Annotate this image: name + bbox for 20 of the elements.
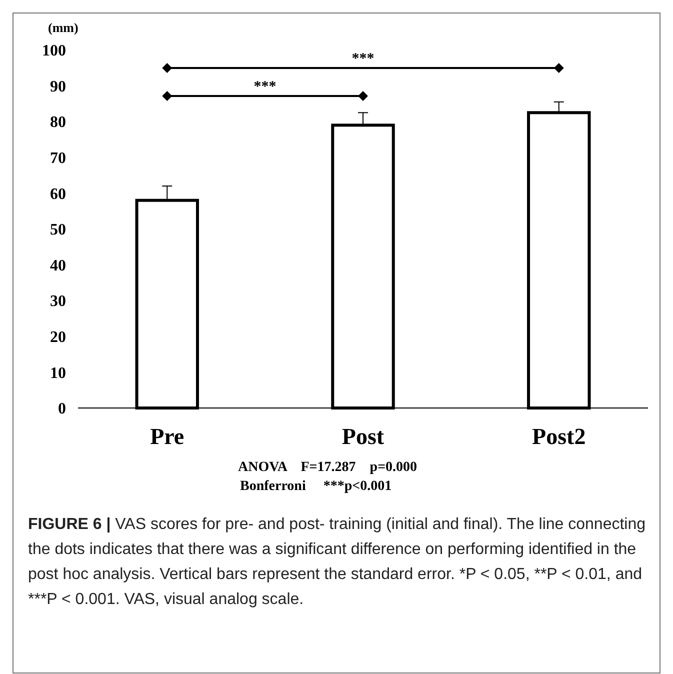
y-tick-label: 0 — [58, 400, 66, 418]
x-tick-label: Post2 — [532, 424, 586, 449]
x-tick-label: Pre — [150, 424, 184, 449]
y-tick-label: 10 — [50, 364, 66, 382]
y-tick-label: 90 — [50, 78, 66, 96]
y-tick-label: 100 — [42, 42, 66, 60]
y-tick-label: 60 — [50, 186, 66, 203]
annotation: *** — [254, 79, 276, 95]
y-tick-label: 30 — [50, 293, 66, 310]
y-tick-label: 40 — [50, 257, 66, 274]
x-tick-label: Post — [342, 424, 384, 449]
text: Bonferroni ***p<0.001 — [240, 479, 392, 494]
text: ANOVA F=17.287 p=0.000 — [238, 460, 418, 475]
y-tick-label: 50 — [50, 222, 66, 239]
y-tick-label: 70 — [50, 150, 66, 167]
text: FIGURE 6 | VAS scores for pre- and post- training (initial and final). The line connecting the dots indicates that there was a significant difference on performing identified in the post hoc analysis. Vertical bars represent the standard error. *P < 0.05, **P < 0.01, and ***P < 0.001. VAS, visual analog scale. — [28, 516, 646, 608]
annotation: *** — [352, 51, 374, 67]
y-tick-label: 20 — [50, 329, 66, 346]
y-tick-label: 80 — [50, 114, 66, 132]
y-axis-title: (mm) — [48, 20, 78, 35]
